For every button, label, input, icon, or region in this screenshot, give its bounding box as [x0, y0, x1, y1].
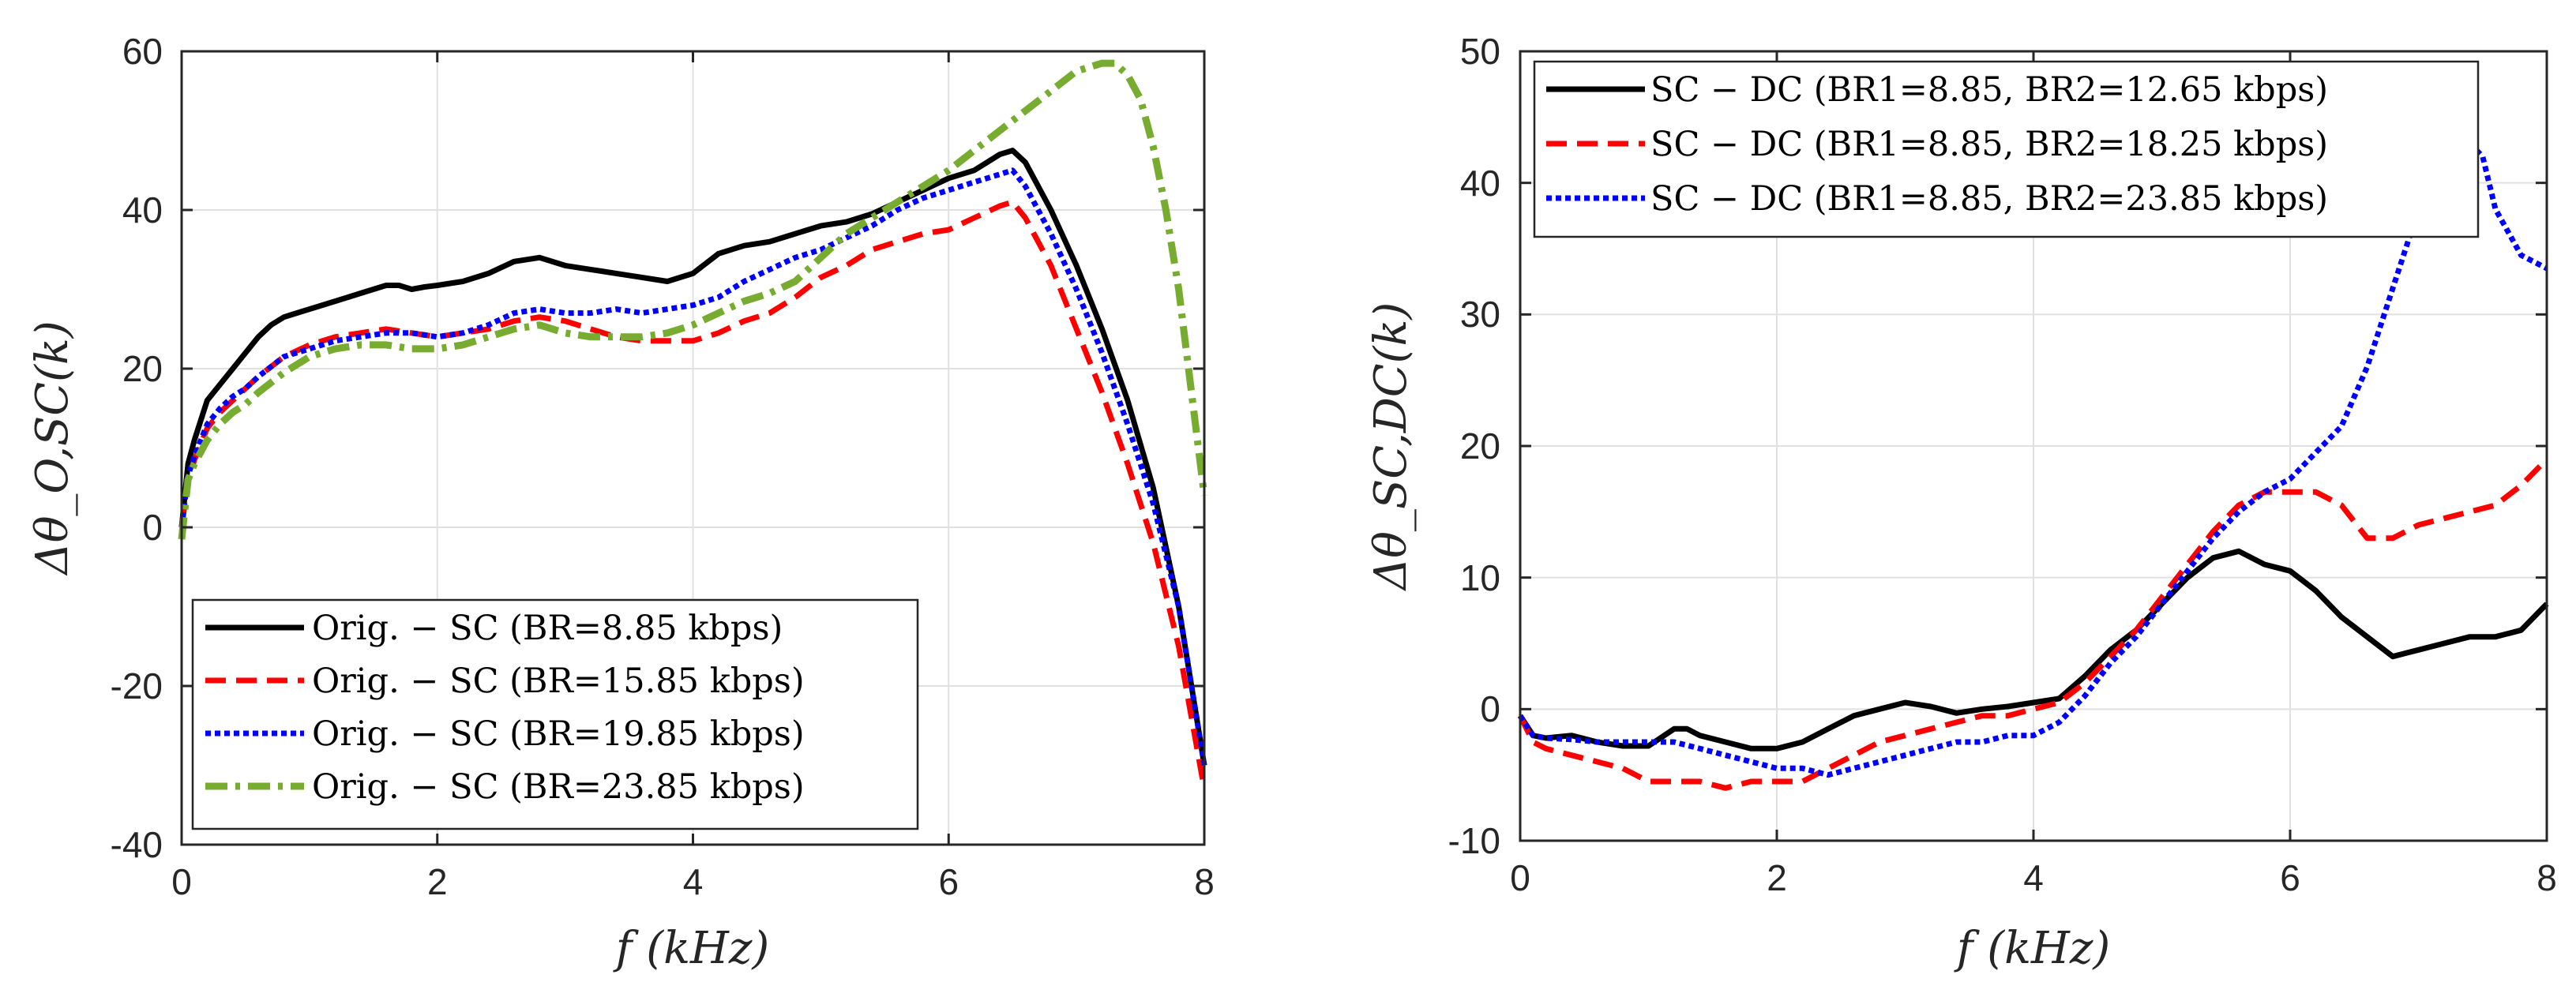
left-y-tick-label: 40 — [122, 189, 163, 231]
left-legend-box — [191, 598, 919, 830]
right-y-tick-label: 30 — [1460, 294, 1500, 335]
right-legend-entry: SC − DC (BR1=8.85, BR2=18.25 kbps) — [1650, 125, 2328, 164]
right-series-line-2 — [1518, 141, 2548, 778]
right-legend: SC − DC (BR1=8.85, BR2=12.65 kbps) SC − … — [1533, 60, 2480, 238]
right-series-line-0 — [1518, 548, 2549, 751]
left-y-tick-label: -40 — [111, 824, 163, 865]
right-x-tick-label: 4 — [2023, 857, 2044, 898]
left-legend-entry: Orig. − SC (BR=23.85 kbps) — [312, 767, 805, 807]
right-series-line-1 — [1517, 457, 2549, 791]
left-legend-entry: Orig. − SC (BR=15.85 kbps) — [312, 662, 805, 701]
left-x-tick-label: 0 — [171, 861, 192, 902]
left-y-tick-label: -20 — [111, 665, 163, 707]
left-x-tick-label: 8 — [1194, 861, 1215, 902]
right-x-axis-label: f (kHz) — [1954, 923, 2111, 974]
right-tick-group — [1519, 50, 2548, 842]
right-x-tick-label: 0 — [1510, 857, 1530, 898]
left-y-tick-label: 60 — [122, 31, 163, 72]
right-y-tick-label: 40 — [1460, 163, 1500, 204]
left-y-tick-label: 20 — [122, 348, 163, 389]
left-series-line-1 — [178, 199, 1207, 790]
left-series-line-3 — [178, 59, 1208, 540]
left-chart-panel: 0 2 4 6 8 -40 -20 0 20 40 60 f (kHz) Δθ_… — [27, 31, 1215, 974]
right-legend-entry: SC − DC (BR1=8.85, BR2=12.65 kbps) — [1650, 70, 2328, 110]
left-legend-entry: Orig. − SC (BR=19.85 kbps) — [312, 714, 805, 754]
left-series-line-0 — [178, 148, 1207, 766]
right-series-group — [1517, 141, 2549, 791]
left-x-tick-label: 4 — [683, 861, 704, 902]
left-y-axis-label: Δθ_O,SC(k) — [27, 320, 78, 575]
right-x-tick-label: 6 — [2280, 857, 2300, 898]
left-series-group — [178, 59, 1208, 790]
left-x-tick-label: 2 — [427, 861, 448, 902]
left-series-line-2 — [178, 167, 1207, 766]
right-chart-panel: 0 2 4 6 8 -10 0 10 20 30 40 50 f (kHz) Δ… — [1365, 31, 2557, 974]
right-y-tick-label: 50 — [1460, 31, 1500, 72]
left-x-axis-label: f (kHz) — [613, 923, 770, 974]
right-x-tick-label: 2 — [1767, 857, 1787, 898]
right-y-tick-label: 0 — [1480, 688, 1500, 729]
right-y-axis-label: Δθ_SC,DC(k) — [1365, 302, 1417, 592]
left-tick-group — [180, 50, 1206, 846]
left-legend: Orig. − SC (BR=8.85 kbps) Orig. − SC (BR… — [191, 598, 919, 830]
left-y-tick-label: 0 — [142, 507, 163, 548]
left-x-tick-label: 6 — [938, 861, 959, 902]
right-x-tick-label: 8 — [2537, 857, 2557, 898]
right-y-tick-label: -10 — [1448, 820, 1500, 861]
right-legend-entry: SC − DC (BR1=8.85, BR2=23.85 kbps) — [1650, 179, 2328, 219]
right-y-tick-label: 20 — [1460, 425, 1500, 467]
right-y-tick-label: 10 — [1460, 557, 1500, 598]
left-legend-entry: Orig. − SC (BR=8.85 kbps) — [312, 609, 783, 648]
right-legend-box — [1533, 60, 2480, 238]
